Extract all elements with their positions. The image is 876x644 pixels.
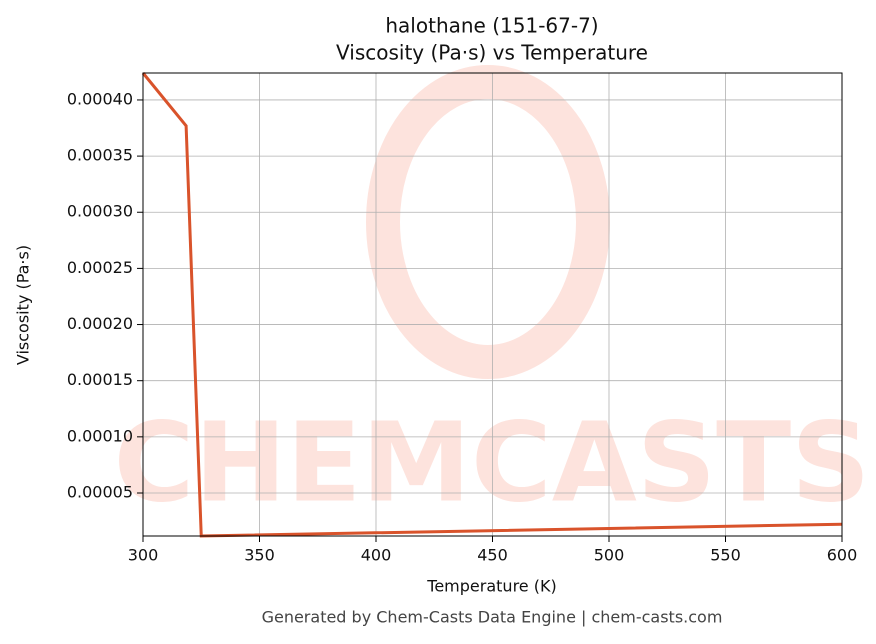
x-tick-label: 300 [128,546,159,565]
y-tick-label: 0.00025 [67,258,133,277]
y-tick-label: 0.00035 [67,146,133,165]
y-tick-label: 0.00030 [67,202,133,221]
y-tick-label: 0.00005 [67,482,133,501]
y-tick-label: 0.00010 [67,426,133,445]
data-line [141,72,843,538]
y-tick-label: 0.00020 [67,314,133,333]
x-tick-label: 350 [244,546,275,565]
y-axis-label: Viscosity (Pa·s) [14,245,33,365]
watermark: CHEMCASTS [114,398,871,526]
y-tick-label: 0.00040 [67,89,133,108]
plot-frame [142,72,843,537]
x-tick-label: 500 [594,546,625,565]
x-tick-label: 450 [477,546,508,565]
x-axis-label: Temperature (K) [426,577,556,596]
chart-subtitle: Viscosity (Pa·s) vs Temperature [336,41,648,65]
x-tick-label: 400 [361,546,392,565]
footer: Generated by Chem-Casts Data Engine | ch… [262,608,723,627]
chart-title: halothane (151-67-7) [385,14,598,38]
watermark-logo [366,65,610,379]
y-tick-label: 0.00015 [67,370,133,389]
x-tick-label: 600 [827,546,858,565]
x-tick-label: 550 [710,546,741,565]
